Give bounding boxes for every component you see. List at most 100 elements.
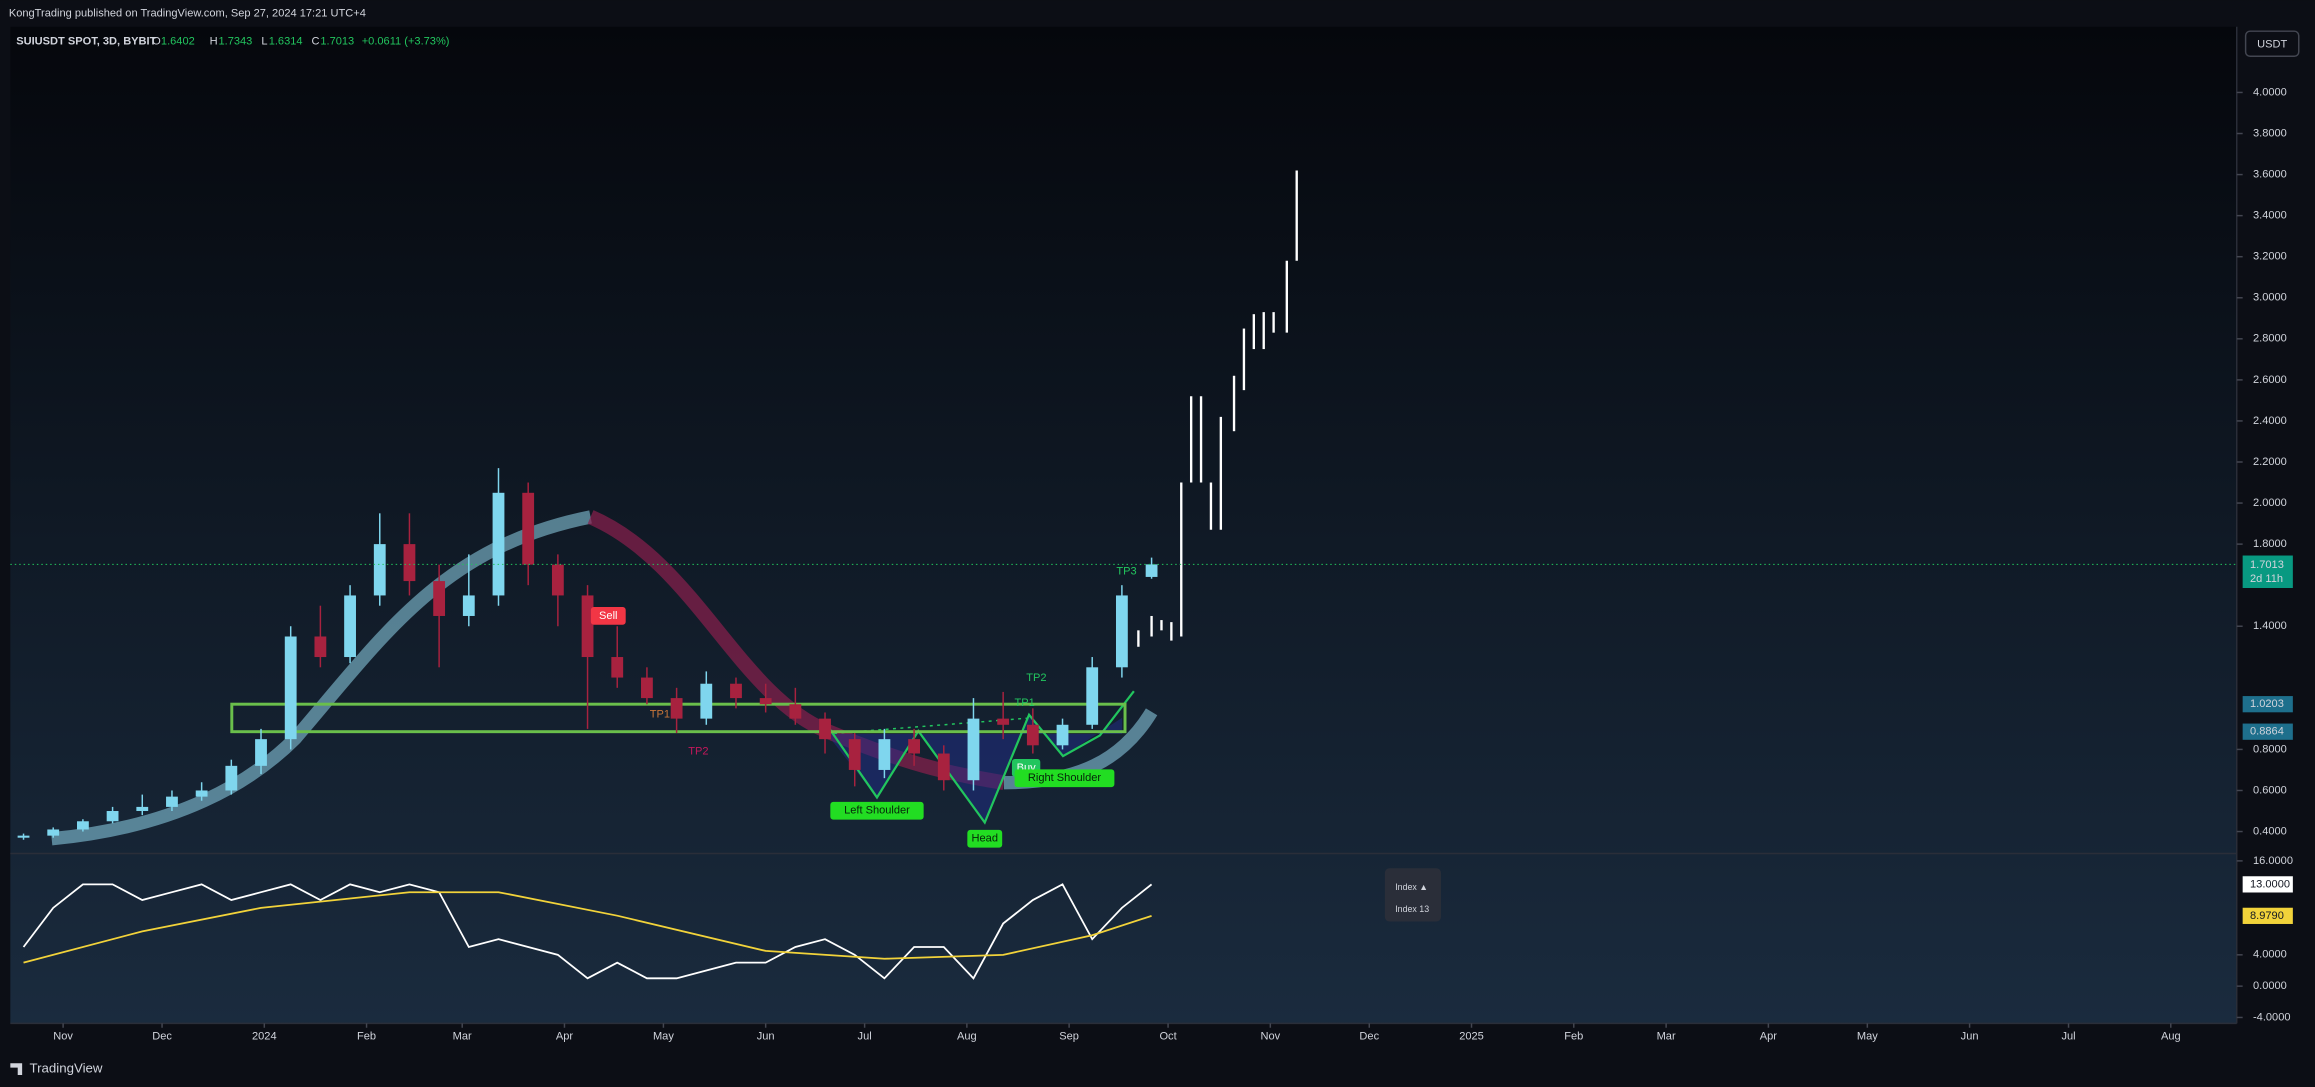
currency[interactable]: USDT xyxy=(2257,38,2287,50)
y-tick-label: -4.0000 xyxy=(2253,1011,2291,1023)
pattern-line xyxy=(822,690,1135,825)
candle-body xyxy=(700,683,713,719)
x-tick-label: Dec xyxy=(1359,1031,1379,1043)
candle-body xyxy=(314,636,327,658)
tooltip-bg xyxy=(1384,868,1441,922)
y-tick-label: 3.4000 xyxy=(2253,210,2287,222)
neckline xyxy=(826,716,1034,735)
candle-body xyxy=(106,811,119,822)
price-label-bg xyxy=(2242,555,2293,589)
tooltip-text: Index 13 xyxy=(1395,904,1429,914)
annotation: Right Shoulder xyxy=(1028,772,1101,784)
candle-body xyxy=(937,753,950,781)
y-tick-label: 2.8000 xyxy=(2253,333,2287,345)
x-tick-label: Jul xyxy=(858,1031,872,1043)
x-tick-label: Jun xyxy=(757,1031,775,1043)
annotation: TP2 xyxy=(688,746,708,758)
candle-body xyxy=(997,718,1010,725)
x-tick-label: May xyxy=(1857,1031,1878,1043)
y-tick-label: 0.0000 xyxy=(2253,980,2287,992)
ohlc-legend: O 1.6402 H 1.7343 L 1.6314 C 1.7013 +0.0… xyxy=(152,35,449,47)
annotation: Sell xyxy=(599,610,617,622)
index-line xyxy=(22,883,1153,980)
price-label-bg xyxy=(2242,696,2293,713)
candle-body xyxy=(1026,724,1039,746)
candle-body xyxy=(225,765,238,791)
x-tick-label: May xyxy=(653,1031,674,1043)
x-tick-label: Feb xyxy=(357,1031,376,1043)
x-tick-label: Oct xyxy=(1159,1031,1176,1043)
annotation: TP1 xyxy=(1014,697,1034,709)
candle-body xyxy=(462,595,475,616)
y-tick-label: 3.6000 xyxy=(2253,168,2287,180)
price-label: 1.0203 xyxy=(2250,698,2284,710)
brand-logo xyxy=(10,1063,23,1076)
ohlc-key: O xyxy=(152,35,161,47)
candle-body xyxy=(373,544,386,596)
ohlc-key: C xyxy=(312,35,320,47)
candle-body xyxy=(522,492,535,565)
x-tick-label: Aug xyxy=(957,1031,977,1043)
annotation: TP1 xyxy=(650,709,670,721)
y-tick-label: 0.4000 xyxy=(2253,825,2287,837)
candle-body xyxy=(670,698,683,719)
symbol: SUIUSDT SPOT, 3D, BYBIT xyxy=(16,35,156,47)
y-tick-label: 2.0000 xyxy=(2253,497,2287,509)
candle-body xyxy=(433,581,446,616)
annotation-bg xyxy=(830,801,924,820)
y-tick-label: 0.8000 xyxy=(2253,743,2287,755)
y-tick-label: 0.6000 xyxy=(2253,784,2287,796)
candle-body xyxy=(759,698,772,705)
x-tick-label: Jun xyxy=(1961,1031,1979,1043)
tooltip-text: Index ▲ xyxy=(1395,882,1428,892)
x-tick-label: Feb xyxy=(1564,1031,1583,1043)
y-tick-label: 4.0000 xyxy=(2253,949,2287,961)
annotation: Left Shoulder xyxy=(844,805,910,817)
value-label: 8.9790 xyxy=(2250,910,2284,922)
y-tick-label: 3.0000 xyxy=(2253,292,2287,304)
countdown: 2d 11h xyxy=(2250,573,2283,585)
value-label: 13.0000 xyxy=(2250,878,2290,890)
price-label-bg xyxy=(2242,723,2293,740)
annotation-bg xyxy=(1014,769,1115,788)
y-tick-label: 1.4000 xyxy=(2253,620,2287,632)
candle-body xyxy=(551,564,564,596)
candle-body xyxy=(492,492,505,596)
annotation-bg xyxy=(967,829,1003,848)
x-tick-label: Nov xyxy=(53,1031,73,1043)
y-tick-label: 3.2000 xyxy=(2253,251,2287,263)
candle-body xyxy=(136,806,149,812)
candle-body xyxy=(611,657,624,678)
candle-body xyxy=(789,704,802,719)
candle-body xyxy=(47,829,60,836)
candle-body xyxy=(166,796,178,807)
candle-body xyxy=(641,677,653,699)
x-tick-label: Mar xyxy=(453,1031,472,1043)
change: +0.0611 (+3.73%) xyxy=(362,35,450,47)
currency-button[interactable] xyxy=(2244,30,2300,58)
value-label-bg xyxy=(2242,876,2293,893)
x-tick-label: Mar xyxy=(1657,1031,1676,1043)
x-tick-label: Apr xyxy=(1760,1031,1778,1043)
annotation-bg xyxy=(590,606,626,625)
ohlc-value: 1.7343 xyxy=(219,35,253,47)
ohlc-value: 1.7013 xyxy=(320,35,354,47)
price-label: 0.8864 xyxy=(2250,726,2284,738)
candle-body xyxy=(819,718,831,740)
candle-body xyxy=(1115,595,1128,668)
x-tick-label: Jul xyxy=(2061,1031,2075,1043)
x-tick-label: Sep xyxy=(1059,1031,1079,1043)
y-tick-label: 2.4000 xyxy=(2253,415,2287,427)
candle-body xyxy=(1086,667,1099,725)
ohlc-key: L xyxy=(261,35,267,47)
ohlc-key: H xyxy=(210,35,218,47)
price-label: 1.7013 xyxy=(2250,559,2284,571)
x-tick-label: Dec xyxy=(152,1031,172,1043)
ohlc-value: 1.6402 xyxy=(161,35,195,47)
brand: TradingView xyxy=(30,1061,103,1076)
publisher: KongTrading published on TradingView.com… xyxy=(9,7,366,19)
x-tick-label: Aug xyxy=(2161,1031,2181,1043)
candle-body xyxy=(284,636,297,740)
